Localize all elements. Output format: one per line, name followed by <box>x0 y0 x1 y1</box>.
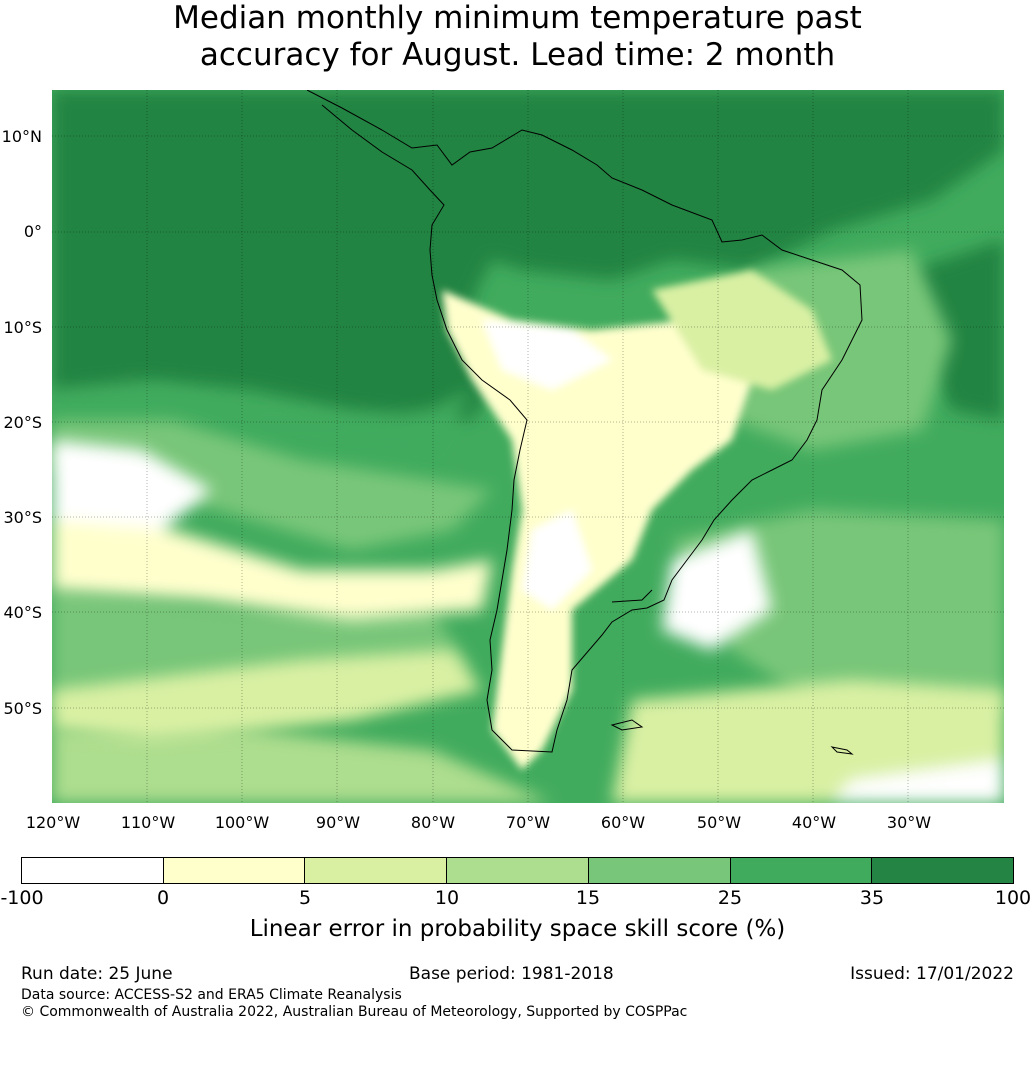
lon-label-60w: 60°W <box>600 813 646 832</box>
lon-label-100w: 100°W <box>214 813 270 832</box>
colorbar-segment-1 <box>22 858 164 883</box>
continent-low-skill-region <box>442 270 832 770</box>
colorbar-segment-2 <box>163 858 306 883</box>
lon-label-40w: 40°W <box>791 813 837 832</box>
chart-title: Median monthly minimum temperature past … <box>0 0 1035 74</box>
title-line-2: accuracy for August. Lead time: 2 month <box>199 37 836 73</box>
colorbar-tick-4: 15 <box>575 887 601 909</box>
river-plate <box>611 589 653 603</box>
lon-label-120w: 120°W <box>25 813 81 832</box>
lon-label-50w: 50°W <box>696 813 742 832</box>
graticule <box>52 90 1004 803</box>
lon-label-110w: 110°W <box>120 813 176 832</box>
lon-label-90w: 90°W <box>315 813 361 832</box>
title-line-1: Median monthly minimum temperature past <box>173 0 862 36</box>
lon-label-30w: 30°W <box>886 813 932 832</box>
colorbar-segment-6 <box>730 858 873 883</box>
lon-label-80w: 80°W <box>410 813 456 832</box>
colorbar-segment-4 <box>447 858 589 883</box>
colorbar-tick-1: 0 <box>156 887 170 909</box>
base-period: Base period: 1981-2018 <box>409 964 614 984</box>
colorbar-label: Linear error in probability space skill … <box>249 916 786 942</box>
colorbar-segment-5 <box>588 858 731 883</box>
south-georgia <box>830 746 854 755</box>
lat-label-20s: 20°S <box>3 413 42 432</box>
skill-score-map <box>52 90 1004 803</box>
lat-label-10n: 10°N <box>1 127 42 146</box>
colorbar-segment-7 <box>872 858 1014 883</box>
lon-label-70w: 70°W <box>505 813 551 832</box>
colorbar-segment-3 <box>305 858 448 883</box>
colorbar <box>21 857 1014 884</box>
copyright: © Commonwealth of Australia 2022, Austra… <box>21 1004 688 1020</box>
lat-label-30s: 30°S <box>3 508 42 527</box>
falkland-islands <box>610 719 644 731</box>
issued-date: Issued: 17/01/2022 <box>850 964 1014 984</box>
lat-label-0: 0° <box>23 222 42 241</box>
lat-label-10s: 10°S <box>3 318 42 337</box>
map-canvas <box>52 90 1004 803</box>
run-date: Run date: 25 June <box>21 964 173 984</box>
colorbar-tick-3: 10 <box>434 887 460 909</box>
colorbar-tick-6: 35 <box>859 887 885 909</box>
colorbar-tick-7: 100 <box>994 887 1032 909</box>
lat-label-40s: 40°S <box>3 603 42 622</box>
colorbar-tick-2: 5 <box>298 887 312 909</box>
low-skill-region <box>52 440 1004 803</box>
data-source: Data source: ACCESS-S2 and ERA5 Climate … <box>21 987 402 1003</box>
south-america-coastline <box>306 90 863 753</box>
colorbar-tick-5: 25 <box>717 887 743 909</box>
lat-label-50s: 50°S <box>3 699 42 718</box>
colorbar-tick-0: -100 <box>0 887 44 909</box>
